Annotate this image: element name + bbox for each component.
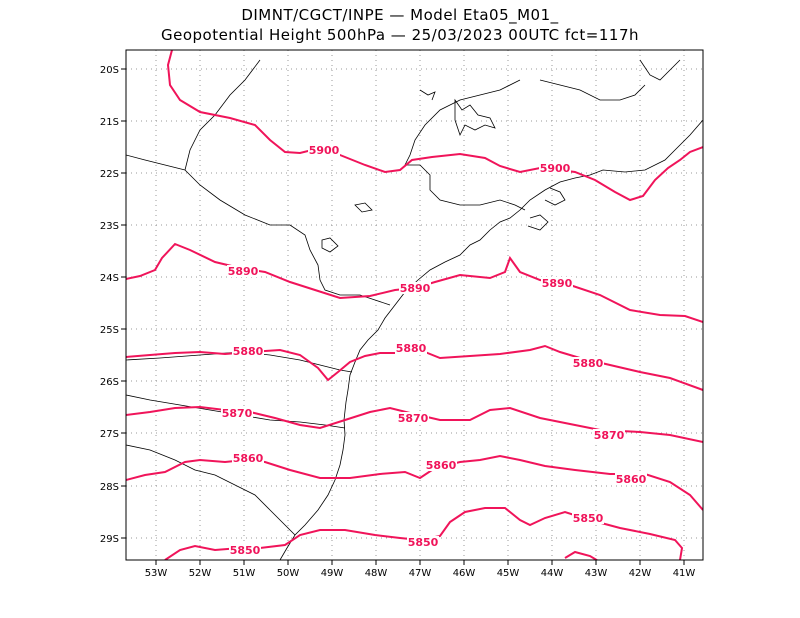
lat-tick-label: 29S [100, 534, 119, 545]
lon-tick-label: 52W [189, 568, 212, 579]
lon-tick-label: 49W [321, 568, 344, 579]
contour-5850-east [564, 550, 599, 560]
contour-5900 [166, 50, 703, 202]
contour-label: 5880 [573, 357, 604, 370]
lon-tick-label: 45W [497, 568, 520, 579]
lon-tick-label: 51W [233, 568, 256, 579]
contour-label: 5880 [233, 345, 264, 358]
lat-tick-label: 26S [100, 377, 119, 388]
contour-label: 5850 [573, 512, 604, 525]
contour-label: 5880 [396, 342, 427, 355]
contour-5870 [126, 405, 703, 443]
contour-label: 5850 [408, 536, 439, 549]
contour-label: 5860 [426, 459, 457, 472]
lat-tick-label: 23S [100, 221, 119, 232]
lat-tick-label: 20S [100, 65, 119, 76]
lon-tick-label: 47W [409, 568, 432, 579]
contour-label: 5850 [230, 544, 261, 557]
lat-tick-label: 21S [100, 117, 119, 128]
contour-label: 5900 [540, 162, 571, 175]
contour-5860 [126, 454, 703, 511]
map-title-line1: DIMNT/CGCT/INPE — Model Eta05_M01_ [241, 6, 559, 24]
contour-label: 5870 [222, 407, 253, 420]
lon-tick-label: 53W [145, 568, 168, 579]
lon-tick-label: 48W [365, 568, 388, 579]
contour-label: 5860 [616, 473, 647, 486]
lon-tick-label: 42W [629, 568, 652, 579]
contour-labels: 5900 5900 5890 5890 5890 5880 5880 5880 5870 5870… [221, 144, 647, 557]
map-frame [125, 49, 704, 561]
grid-lines [126, 50, 703, 560]
lon-tick-label: 50W [277, 568, 300, 579]
contour-label: 5890 [542, 277, 573, 290]
lat-tick-label: 24S [100, 273, 119, 284]
lon-tick-label: 41W [673, 568, 696, 579]
lon-tick-label: 43W [585, 568, 608, 579]
lat-tick-label: 28S [100, 482, 119, 493]
coastline [126, 59, 703, 560]
lat-tick-label: 22S [100, 169, 119, 180]
lat-tick-label: 27S [100, 429, 119, 440]
lat-tick-label: 25S [100, 325, 119, 336]
contour-label: 5870 [398, 412, 429, 425]
contour-label: 5890 [400, 282, 431, 295]
contour-label: 5900 [309, 144, 340, 157]
lon-tick-label: 44W [541, 568, 564, 579]
map-title-line2: Geopotential Height 500hPa — 25/03/2023 … [160, 26, 640, 44]
axis-ticks: 53W 52W 51W 50W 49W 48W 47W 46W 45W 44W 43W 42W 41W 2… [100, 65, 695, 579]
contour-label: 5860 [233, 452, 264, 465]
contour-label: 5890 [228, 265, 259, 278]
lon-tick-label: 46W [453, 568, 476, 579]
contour-label: 5870 [594, 429, 625, 442]
